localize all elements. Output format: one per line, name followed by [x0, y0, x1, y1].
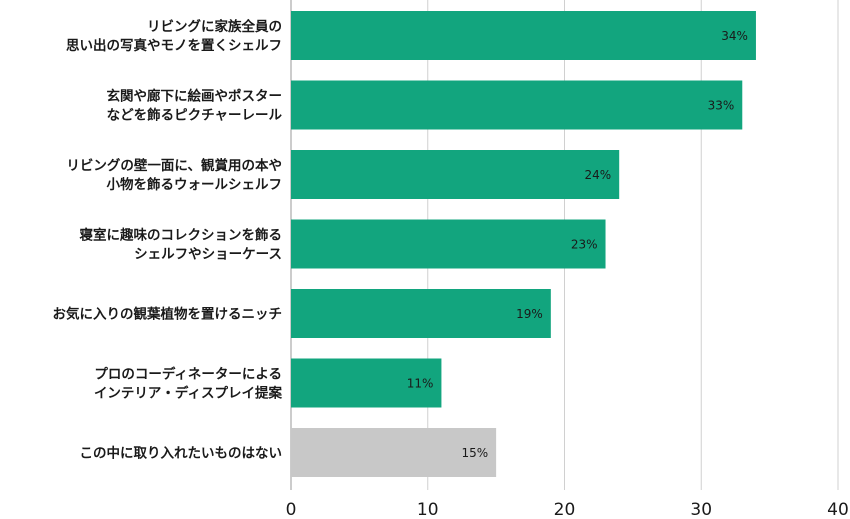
bar — [291, 11, 756, 60]
category-label: リビングの壁一面に、観賞用の本や — [66, 157, 282, 174]
data-label: 19% — [516, 307, 543, 321]
data-label: 24% — [585, 168, 612, 182]
category-label: などを飾るピクチャーレール — [107, 107, 283, 124]
bars — [291, 11, 756, 477]
category-label: 寝室に趣味のコレクションを飾る — [80, 227, 283, 244]
x-tick-label: 40 — [827, 500, 849, 519]
bar — [291, 428, 497, 477]
bar — [291, 150, 620, 199]
category-label: 玄関や廊下に絵画やポスター — [107, 88, 283, 105]
x-tick-label: 0 — [286, 500, 297, 519]
bar — [291, 289, 551, 338]
category-label: この中に取り入れたいものはない — [80, 445, 283, 462]
data-labels: 34% 33% 24% 23% 19% 11% 15% — [407, 29, 748, 460]
x-axis-ticks: 0 10 20 30 40 — [286, 500, 849, 519]
data-label: 15% — [461, 446, 488, 460]
category-labels: リビングに家族全員の思い出の写真やモノを置くシェルフ玄関や廊下に絵画やポスターな… — [53, 18, 283, 462]
category-label: リビングに家族全員の — [147, 18, 282, 35]
category-label: プロのコーディネーターによる — [94, 366, 282, 383]
data-label: 11% — [407, 377, 434, 391]
category-label: インテリア・ディスプレイ提案 — [94, 385, 283, 402]
x-tick-label: 10 — [417, 500, 439, 519]
category-label: シェルフやショーケース — [134, 247, 282, 263]
bar — [291, 358, 442, 408]
x-tick-label: 30 — [690, 500, 712, 519]
data-label: 23% — [571, 238, 598, 252]
category-label: 小物を飾るウォールシェルフ — [107, 176, 283, 193]
bar — [291, 80, 743, 130]
category-label: お気に入りの観葉植物を置けるニッチ — [53, 306, 283, 323]
data-label: 34% — [721, 29, 748, 43]
bar — [291, 219, 606, 269]
category-label: 思い出の写真やモノを置くシェルフ — [66, 37, 282, 54]
data-label: 33% — [708, 99, 735, 113]
x-tick-label: 20 — [554, 500, 576, 519]
